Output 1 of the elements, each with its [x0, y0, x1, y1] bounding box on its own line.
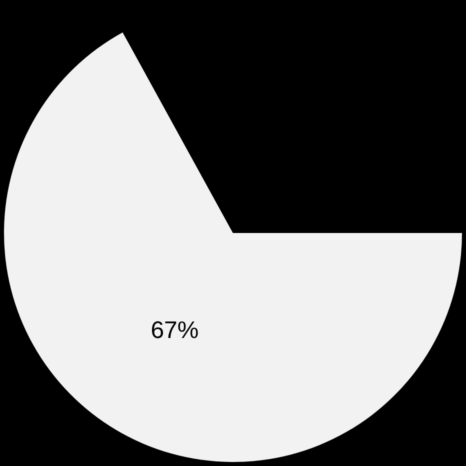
data-label: 67%	[150, 317, 199, 344]
